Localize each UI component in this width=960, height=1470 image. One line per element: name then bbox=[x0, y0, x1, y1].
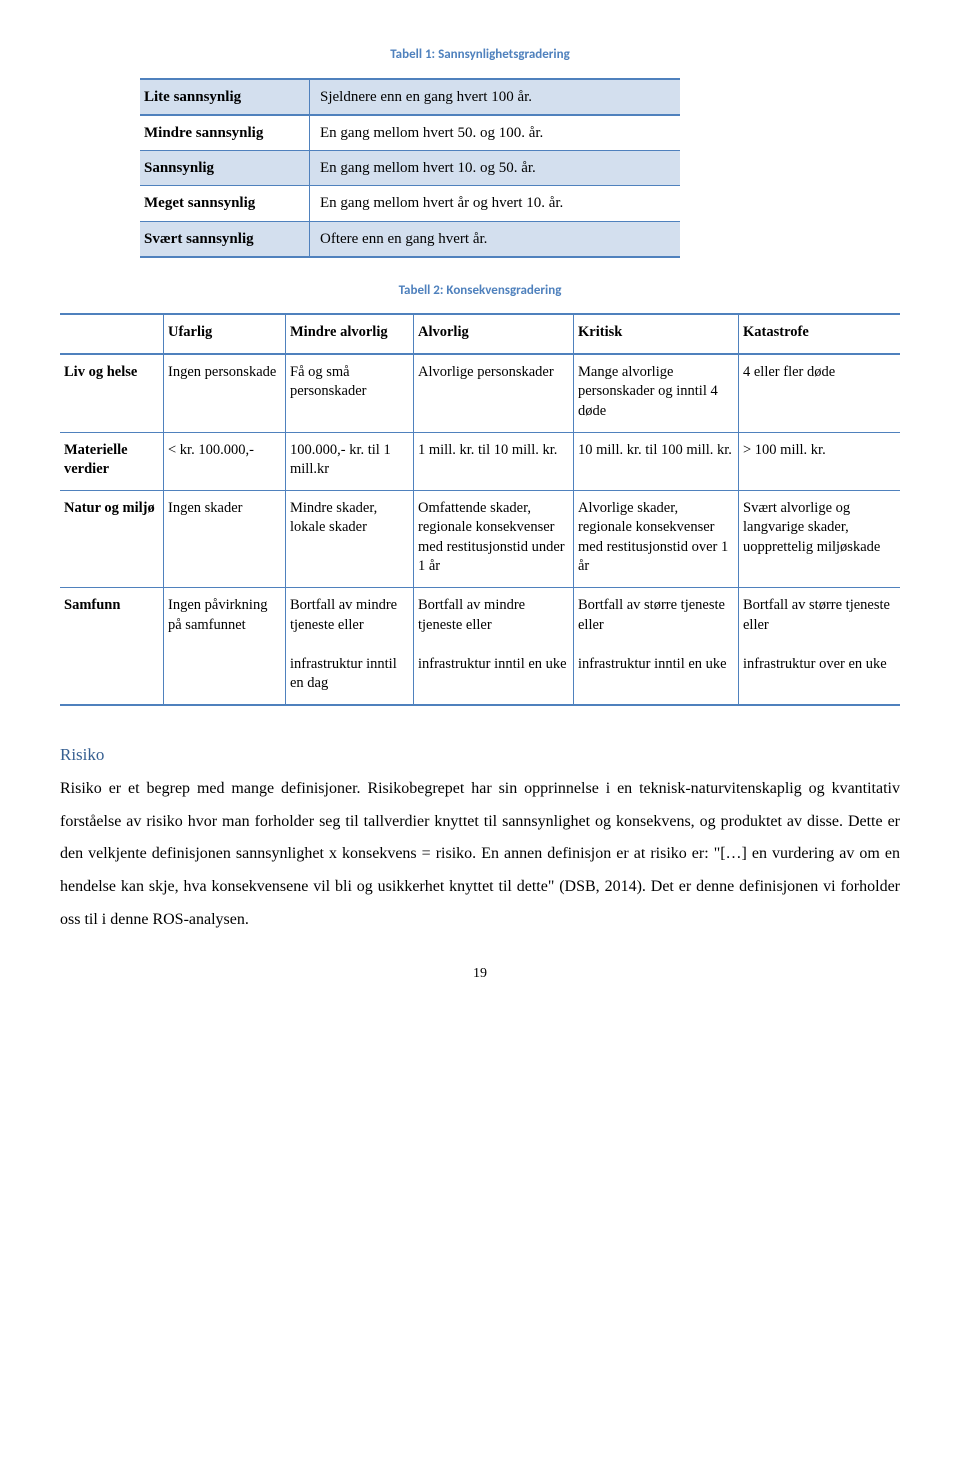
table2-header-row: Ufarlig Mindre alvorlig Alvorlig Kritisk… bbox=[60, 315, 900, 355]
table2-cell: Mindre skader, lokale skader bbox=[286, 491, 414, 587]
table2-cell: Ingen skader bbox=[164, 491, 286, 587]
table2-row: Samfunn Ingen påvirkning på samfunnet Bo… bbox=[60, 588, 900, 704]
table2-rowlabel: Liv og helse bbox=[60, 355, 164, 432]
table1-row: Meget sannsynlig En gang mellom hvert år… bbox=[140, 186, 680, 221]
table2-cell: Omfattende skader, regionale konsekvense… bbox=[414, 491, 574, 587]
table1-desc: Oftere enn en gang hvert år. bbox=[310, 222, 680, 256]
table2-cell: Bortfall av mindre tjeneste eller infras… bbox=[286, 588, 414, 704]
table1-caption: Tabell 1: Sannsynlighetsgradering bbox=[60, 46, 900, 64]
table2-cell: 100.000,- kr. til 1 mill.kr bbox=[286, 433, 414, 490]
table2-cell: Bortfall av mindre tjeneste eller infras… bbox=[414, 588, 574, 704]
table1-desc: Sjeldnere enn en gang hvert 100 år. bbox=[310, 80, 680, 114]
table2-header-cell: Alvorlig bbox=[414, 315, 574, 353]
table2-rowlabel: Materielle verdier bbox=[60, 433, 164, 490]
risk-paragraph: Risiko er et begrep med mange definisjon… bbox=[60, 773, 900, 937]
table2-cell: 4 eller fler døde bbox=[739, 355, 900, 432]
table1-row: Svært sannsynlig Oftere enn en gang hver… bbox=[140, 222, 680, 256]
table2: Ufarlig Mindre alvorlig Alvorlig Kritisk… bbox=[60, 313, 900, 705]
table2-cell: > 100 mill. kr. bbox=[739, 433, 900, 490]
table1-label: Svært sannsynlig bbox=[140, 222, 310, 256]
page-number: 19 bbox=[60, 965, 900, 984]
table1-label: Mindre sannsynlig bbox=[140, 116, 310, 150]
table2-header-cell: Ufarlig bbox=[164, 315, 286, 353]
table1: Lite sannsynlig Sjeldnere enn en gang hv… bbox=[140, 78, 680, 258]
table2-header-cell: Mindre alvorlig bbox=[286, 315, 414, 353]
table2-cell: < kr. 100.000,- bbox=[164, 433, 286, 490]
table2-cell: Få og små personskader bbox=[286, 355, 414, 432]
table1-desc: En gang mellom hvert 10. og 50. år. bbox=[310, 151, 680, 185]
table2-row: Materielle verdier < kr. 100.000,- 100.0… bbox=[60, 433, 900, 491]
table2-cell: 1 mill. kr. til 10 mill. kr. bbox=[414, 433, 574, 490]
table2-cell: Ingen personskade bbox=[164, 355, 286, 432]
table2-cell: Mange alvorlige personskader og inntil 4… bbox=[574, 355, 739, 432]
table1-row: Mindre sannsynlig En gang mellom hvert 5… bbox=[140, 116, 680, 151]
table2-cell: Svært alvorlige og langvarige skader, uo… bbox=[739, 491, 900, 587]
risk-heading: Risiko bbox=[60, 744, 900, 767]
table2-header-cell bbox=[60, 315, 164, 353]
table1-label: Sannsynlig bbox=[140, 151, 310, 185]
table2-cell: Bortfall av større tjeneste eller infras… bbox=[739, 588, 900, 704]
table1-desc: En gang mellom hvert 50. og 100. år. bbox=[310, 116, 680, 150]
table2-header-cell: Kritisk bbox=[574, 315, 739, 353]
table1-desc: En gang mellom hvert år og hvert 10. år. bbox=[310, 186, 680, 220]
table1-label: Lite sannsynlig bbox=[140, 80, 310, 114]
table2-caption: Tabell 2: Konsekvensgradering bbox=[60, 282, 900, 300]
table2-cell: Ingen påvirkning på samfunnet bbox=[164, 588, 286, 704]
table2-row: Liv og helse Ingen personskade Få og små… bbox=[60, 355, 900, 433]
table2-row: Natur og miljø Ingen skader Mindre skade… bbox=[60, 491, 900, 588]
table2-cell: Bortfall av større tjeneste eller infras… bbox=[574, 588, 739, 704]
table2-cell: Alvorlige skader, regionale konsekvenser… bbox=[574, 491, 739, 587]
table2-rowlabel: Natur og miljø bbox=[60, 491, 164, 587]
table2-cell: 10 mill. kr. til 100 mill. kr. bbox=[574, 433, 739, 490]
table2-cell: Alvorlige personskader bbox=[414, 355, 574, 432]
table2-header-cell: Katastrofe bbox=[739, 315, 900, 353]
table1-row: Sannsynlig En gang mellom hvert 10. og 5… bbox=[140, 151, 680, 186]
table2-rowlabel: Samfunn bbox=[60, 588, 164, 704]
table1-label: Meget sannsynlig bbox=[140, 186, 310, 220]
table1-row: Lite sannsynlig Sjeldnere enn en gang hv… bbox=[140, 80, 680, 116]
